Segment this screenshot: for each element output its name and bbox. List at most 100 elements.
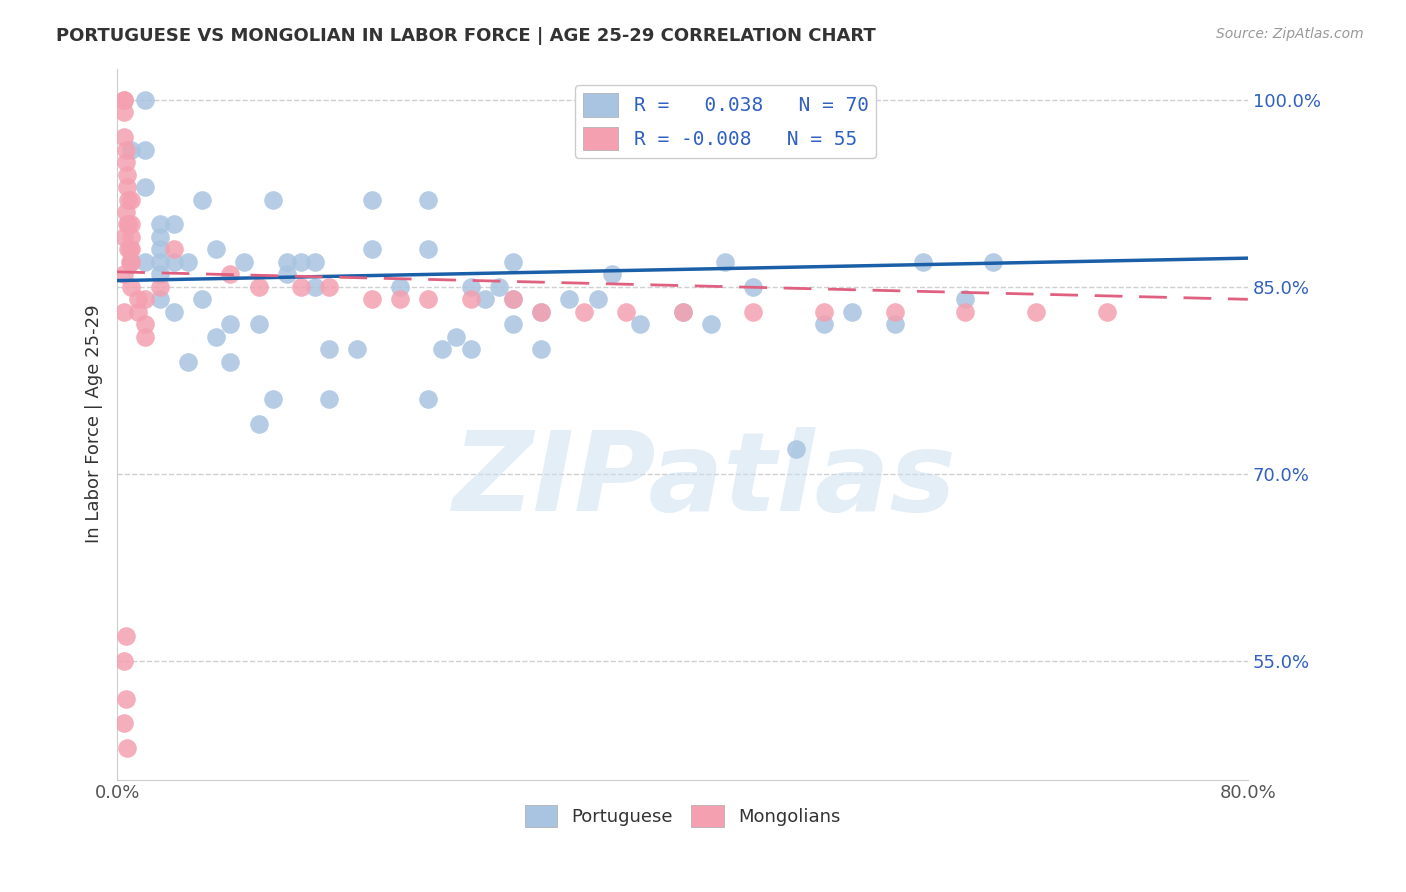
Point	[460, 293, 482, 307]
Point	[530, 305, 553, 319]
Point	[117, 243, 139, 257]
Point	[247, 417, 270, 431]
Point	[149, 230, 172, 244]
Point	[114, 691, 136, 706]
Point	[114, 205, 136, 219]
Point	[416, 193, 439, 207]
Point	[118, 243, 141, 257]
Point	[614, 305, 637, 319]
Point	[163, 243, 186, 257]
Point	[219, 318, 242, 332]
Point	[416, 392, 439, 406]
Point	[112, 130, 135, 145]
Point	[304, 255, 326, 269]
Point	[112, 654, 135, 668]
Point	[134, 330, 156, 344]
Point	[983, 255, 1005, 269]
Point	[134, 143, 156, 157]
Point	[502, 293, 524, 307]
Point	[191, 293, 214, 307]
Point	[191, 193, 214, 207]
Point	[134, 93, 156, 107]
Point	[474, 293, 496, 307]
Point	[127, 305, 149, 319]
Point	[118, 255, 141, 269]
Point	[488, 280, 510, 294]
Point	[290, 280, 312, 294]
Point	[134, 255, 156, 269]
Point	[149, 280, 172, 294]
Point	[163, 255, 186, 269]
Point	[149, 293, 172, 307]
Point	[247, 318, 270, 332]
Point	[530, 305, 553, 319]
Point	[502, 293, 524, 307]
Point	[177, 255, 200, 269]
Point	[388, 280, 411, 294]
Point	[813, 305, 835, 319]
Point	[883, 305, 905, 319]
Point	[360, 293, 382, 307]
Text: Source: ZipAtlas.com: Source: ZipAtlas.com	[1216, 27, 1364, 41]
Point	[219, 268, 242, 282]
Point	[304, 280, 326, 294]
Point	[671, 305, 693, 319]
Point	[112, 93, 135, 107]
Point	[115, 180, 138, 194]
Point	[318, 342, 340, 356]
Point	[813, 318, 835, 332]
Point	[502, 255, 524, 269]
Y-axis label: In Labor Force | Age 25-29: In Labor Force | Age 25-29	[86, 305, 103, 543]
Point	[117, 218, 139, 232]
Point	[360, 243, 382, 257]
Point	[114, 155, 136, 169]
Point	[841, 305, 863, 319]
Point	[120, 143, 142, 157]
Point	[149, 243, 172, 257]
Point	[262, 392, 284, 406]
Point	[120, 230, 142, 244]
Point	[120, 255, 142, 269]
Point	[446, 330, 468, 344]
Point	[205, 243, 228, 257]
Legend: Portuguese, Mongolians: Portuguese, Mongolians	[517, 798, 848, 835]
Point	[502, 318, 524, 332]
Point	[112, 105, 135, 120]
Point	[112, 716, 135, 731]
Point	[586, 293, 609, 307]
Point	[530, 342, 553, 356]
Point	[1025, 305, 1047, 319]
Point	[953, 293, 976, 307]
Point	[114, 143, 136, 157]
Point	[700, 318, 723, 332]
Text: PORTUGUESE VS MONGOLIAN IN LABOR FORCE | AGE 25-29 CORRELATION CHART: PORTUGUESE VS MONGOLIAN IN LABOR FORCE |…	[56, 27, 876, 45]
Point	[785, 442, 807, 456]
Point	[714, 255, 737, 269]
Point	[276, 268, 298, 282]
Point	[460, 342, 482, 356]
Point	[416, 243, 439, 257]
Point	[262, 193, 284, 207]
Point	[127, 293, 149, 307]
Point	[318, 280, 340, 294]
Point	[911, 255, 934, 269]
Point	[233, 255, 256, 269]
Point	[205, 330, 228, 344]
Point	[163, 218, 186, 232]
Point	[1095, 305, 1118, 319]
Point	[177, 354, 200, 368]
Point	[1308, 93, 1330, 107]
Point	[628, 318, 651, 332]
Point	[149, 218, 172, 232]
Point	[120, 193, 142, 207]
Point	[432, 342, 454, 356]
Point	[112, 230, 135, 244]
Point	[115, 741, 138, 756]
Point	[134, 318, 156, 332]
Point	[115, 218, 138, 232]
Point	[112, 305, 135, 319]
Point	[112, 93, 135, 107]
Point	[117, 193, 139, 207]
Point	[120, 243, 142, 257]
Point	[219, 354, 242, 368]
